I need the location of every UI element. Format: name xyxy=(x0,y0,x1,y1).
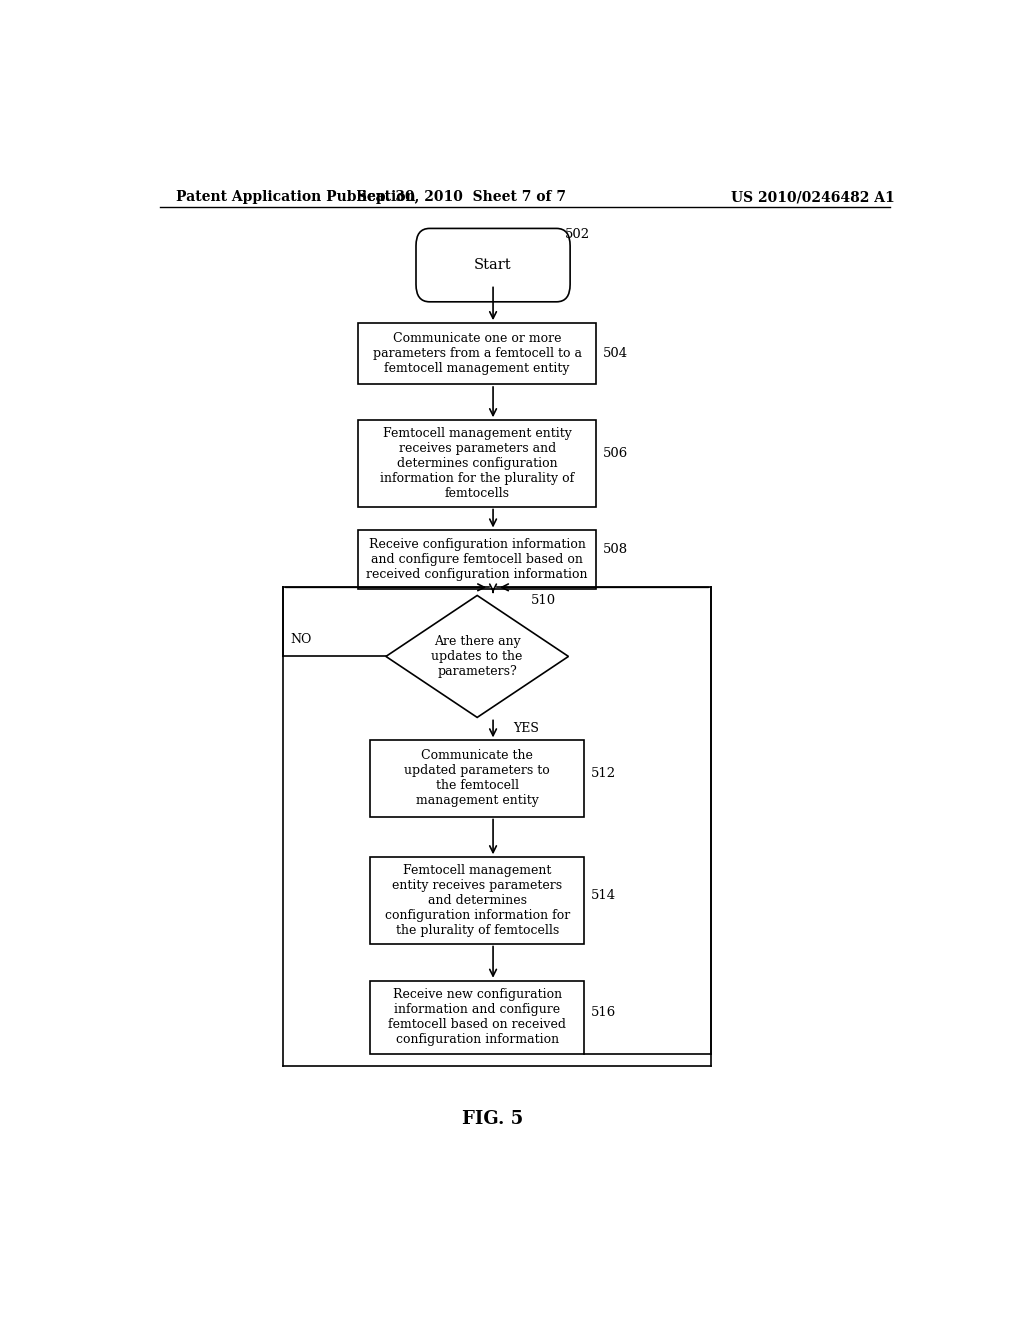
Text: Sep. 30, 2010  Sheet 7 of 7: Sep. 30, 2010 Sheet 7 of 7 xyxy=(356,190,566,205)
Text: 516: 516 xyxy=(591,1006,615,1019)
Text: FIG. 5: FIG. 5 xyxy=(463,1110,523,1127)
Text: 510: 510 xyxy=(530,594,556,607)
Text: Receive configuration information
and configure femtocell based on
received conf: Receive configuration information and co… xyxy=(367,539,588,581)
Text: 506: 506 xyxy=(602,446,628,459)
FancyBboxPatch shape xyxy=(416,228,570,302)
Text: Start: Start xyxy=(474,259,512,272)
Text: Receive new configuration
information and configure
femtocell based on received
: Receive new configuration information an… xyxy=(388,989,566,1047)
Polygon shape xyxy=(386,595,568,718)
Text: Patent Application Publication: Patent Application Publication xyxy=(176,190,416,205)
Text: Communicate the
updated parameters to
the femtocell
management entity: Communicate the updated parameters to th… xyxy=(404,750,550,808)
Text: US 2010/0246482 A1: US 2010/0246482 A1 xyxy=(731,190,895,205)
FancyBboxPatch shape xyxy=(358,323,596,384)
FancyBboxPatch shape xyxy=(370,857,585,944)
Text: 512: 512 xyxy=(591,767,615,780)
Text: Femtocell management
entity receives parameters
and determines
configuration inf: Femtocell management entity receives par… xyxy=(385,863,569,937)
FancyBboxPatch shape xyxy=(358,420,596,507)
Text: Femtocell management entity
receives parameters and
determines configuration
inf: Femtocell management entity receives par… xyxy=(380,426,574,500)
FancyBboxPatch shape xyxy=(358,531,596,589)
Text: YES: YES xyxy=(513,722,539,735)
Text: NO: NO xyxy=(291,634,312,647)
Text: 514: 514 xyxy=(591,888,615,902)
Text: 502: 502 xyxy=(564,228,590,240)
Text: Are there any
updates to the
parameters?: Are there any updates to the parameters? xyxy=(431,635,523,678)
Text: 508: 508 xyxy=(602,544,628,556)
Text: Communicate one or more
parameters from a femtocell to a
femtocell management en: Communicate one or more parameters from … xyxy=(373,333,582,375)
FancyBboxPatch shape xyxy=(370,981,585,1053)
FancyBboxPatch shape xyxy=(370,741,585,817)
Text: 504: 504 xyxy=(602,347,628,360)
